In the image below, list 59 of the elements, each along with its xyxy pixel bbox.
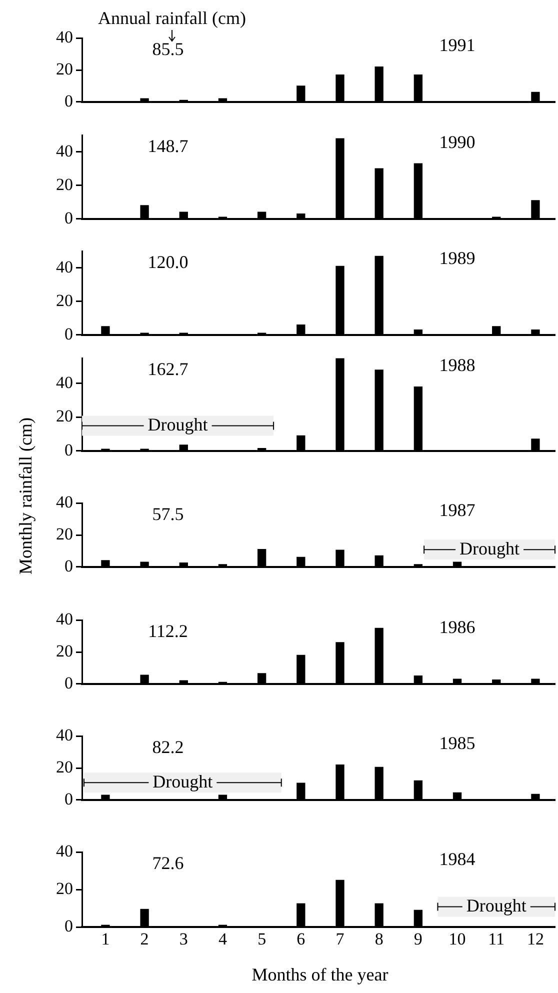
x-tick-label: 4 — [218, 930, 228, 949]
x-tick-label: 2 — [140, 930, 149, 949]
band-label: Drought — [466, 896, 526, 916]
annotation: 112.2 — [148, 620, 188, 640]
x-tick-label: 12 — [526, 930, 544, 949]
y-tick-label: 0 — [64, 208, 73, 228]
band-label: Drought — [152, 771, 213, 792]
x-tick-label: 3 — [179, 930, 188, 949]
annotation: 148.7 — [148, 136, 188, 156]
y-tick-label: 20 — [56, 524, 73, 544]
y-tick-label: 20 — [56, 174, 73, 194]
annotation: 1989 — [439, 248, 476, 268]
y-tick-label: 0 — [64, 440, 73, 459]
y-tick-label: 20 — [56, 640, 73, 660]
y-tick-label: 0 — [64, 916, 73, 936]
x-axis-title: Months of the year — [252, 964, 388, 986]
annotation: 1985 — [439, 732, 476, 753]
annotation: 1986 — [439, 616, 476, 636]
annotation: 1987 — [439, 500, 476, 520]
y-tick-label: 40 — [56, 141, 73, 160]
x-tick-label: 9 — [414, 930, 422, 949]
annotation: 82.2 — [152, 736, 184, 757]
y-tick-label: 40 — [56, 28, 73, 47]
y-tick-label: 0 — [64, 789, 73, 808]
y-axis-title: Monthly rainfall (cm) — [16, 418, 36, 574]
x-tick-label: 11 — [488, 930, 505, 949]
y-tick-label: 20 — [56, 879, 73, 898]
y-tick-label: 0 — [64, 324, 73, 344]
y-tick-label: 40 — [56, 492, 73, 512]
annotation: 57.5 — [152, 504, 184, 524]
annotation: 1984 — [439, 849, 476, 870]
y-tick-label: 40 — [56, 372, 73, 392]
annotation: 85.5 — [152, 38, 184, 59]
y-tick-label: 40 — [56, 609, 73, 628]
x-tick-label: 8 — [374, 930, 384, 949]
y-tick-label: 20 — [56, 290, 73, 310]
y-tick-label: 20 — [56, 757, 73, 776]
chart-title: Annual rainfall (cm) — [98, 8, 246, 29]
y-tick-label: 20 — [56, 59, 73, 78]
x-tick-label: 10 — [448, 930, 466, 949]
y-tick-label: 40 — [56, 257, 73, 276]
annotation: 1988 — [439, 354, 476, 375]
y-tick-label: 20 — [56, 406, 73, 426]
annotation: 162.7 — [148, 358, 188, 379]
x-tick-label: 6 — [296, 930, 306, 949]
annotation: 72.6 — [152, 853, 184, 874]
annotation: 120.0 — [148, 252, 188, 272]
x-tick-label: 1 — [101, 930, 110, 949]
y-tick-label: 0 — [64, 91, 73, 110]
annotation: 1991 — [439, 34, 476, 55]
y-tick-label: 0 — [64, 672, 73, 692]
x-tick-label: 5 — [258, 930, 266, 949]
y-tick-label: 0 — [64, 556, 73, 576]
y-tick-label: 40 — [56, 842, 73, 861]
y-tick-label: 40 — [56, 725, 73, 744]
band-label: Drought — [460, 538, 520, 559]
x-tick-label: 7 — [336, 930, 345, 949]
band-label: Drought — [148, 414, 208, 434]
annotation: 1990 — [439, 132, 476, 152]
